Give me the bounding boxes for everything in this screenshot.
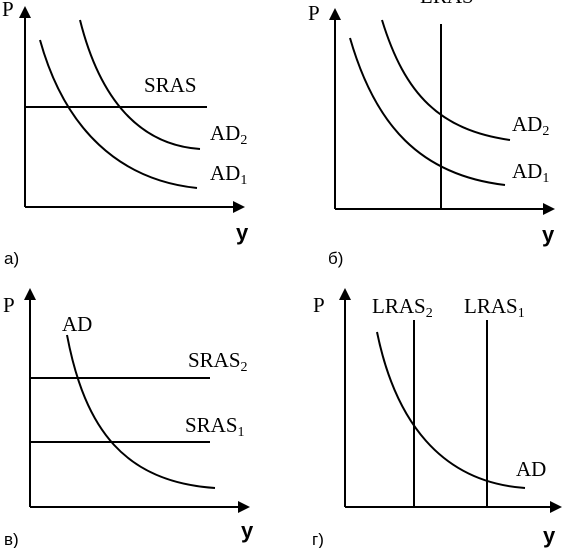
- panel-b: P y б) LRAS AD2 AD1: [308, 0, 555, 268]
- panel-a-id: а): [4, 249, 19, 268]
- panel-a: P y а) SRAS AD2 AD1: [2, 0, 249, 268]
- panel-d-lras2-label: LRAS2: [372, 294, 433, 321]
- panel-b-ad1-label: AD1: [512, 159, 549, 186]
- panel-c-ad-label: AD: [62, 312, 92, 336]
- panel-d-ad-curve: [376, 331, 526, 489]
- panel-a-ad1-label: AD1: [210, 161, 247, 188]
- panel-c: P y в) AD SRAS2 SRAS1: [3, 288, 254, 548]
- panel-a-sras-label: SRAS: [144, 73, 197, 97]
- panel-b-id: б): [328, 249, 343, 268]
- panel-b-ad1-curve: [349, 37, 506, 186]
- panel-d-id: г): [312, 530, 324, 548]
- panel-d: P y г) LRAS2 LRAS1 AD: [312, 288, 562, 548]
- panel-c-sras2-label: SRAS2: [188, 348, 248, 375]
- panel-c-ad-curve: [66, 334, 216, 489]
- panel-d-p-label: P: [313, 293, 325, 317]
- panel-d-ad-label: AD: [516, 457, 546, 481]
- panel-c-id: в): [4, 530, 19, 548]
- panel-b-lras-label: LRAS: [420, 0, 474, 8]
- panel-c-sras1-label: SRAS1: [185, 413, 245, 440]
- panel-c-y-label: y: [241, 518, 254, 543]
- panel-a-ad2-label: AD2: [210, 121, 247, 148]
- panel-b-y-label: y: [542, 222, 555, 247]
- panel-d-lras1-label: LRAS1: [464, 294, 525, 321]
- panel-b-ad2-curve: [381, 19, 511, 141]
- panel-b-ad2-label: AD2: [512, 112, 549, 139]
- panel-a-y-label: y: [236, 220, 249, 245]
- panel-a-p-label: P: [2, 0, 14, 21]
- panel-b-p-label: P: [308, 1, 320, 25]
- panel-d-y-label: y: [543, 523, 556, 548]
- panel-a-ad1-curve: [39, 39, 198, 189]
- panel-c-p-label: P: [3, 293, 15, 317]
- panel-a-ad2-curve: [79, 19, 201, 150]
